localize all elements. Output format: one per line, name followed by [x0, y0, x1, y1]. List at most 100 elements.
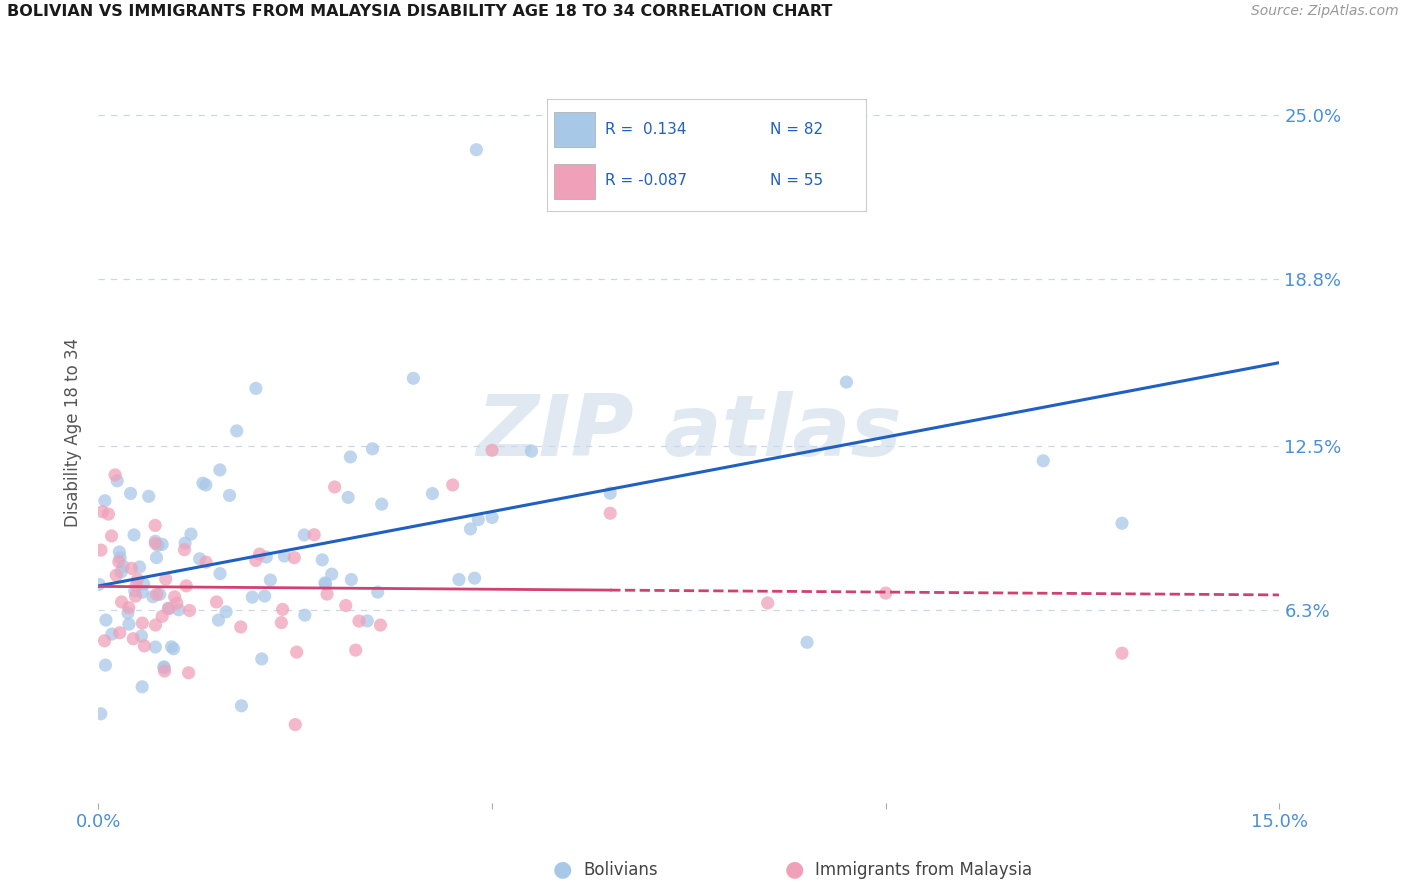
Point — [153, 660, 176, 674]
Text: Bolivians: Bolivians — [583, 861, 658, 879]
Point — [422, 486, 444, 500]
Point — [347, 614, 370, 628]
Point — [253, 589, 276, 603]
Point — [146, 538, 169, 552]
Point — [122, 632, 145, 646]
Point — [337, 491, 360, 505]
Point — [285, 645, 308, 659]
Point — [218, 488, 240, 502]
Point — [173, 542, 195, 557]
Point — [108, 625, 131, 640]
Text: Source: ZipAtlas.com: Source: ZipAtlas.com — [1251, 4, 1399, 19]
Point — [149, 587, 172, 601]
Point — [94, 658, 117, 673]
Point — [131, 585, 153, 599]
Point — [150, 609, 173, 624]
Point — [100, 529, 122, 543]
Point — [207, 613, 229, 627]
Text: ●: ● — [785, 860, 804, 880]
Point — [460, 522, 482, 536]
Point — [250, 652, 273, 666]
Point — [94, 613, 117, 627]
Point — [105, 568, 128, 582]
Point — [835, 375, 858, 389]
Point — [796, 635, 818, 649]
Point — [481, 443, 503, 458]
Point — [110, 595, 132, 609]
Point — [316, 587, 339, 601]
Point — [93, 633, 115, 648]
Point — [447, 573, 470, 587]
Point — [101, 627, 124, 641]
Point — [132, 577, 155, 591]
Point — [321, 567, 343, 582]
Point — [367, 585, 389, 599]
Text: Immigrants from Malaysia: Immigrants from Malaysia — [815, 861, 1032, 879]
Point — [467, 513, 489, 527]
Point — [131, 680, 153, 694]
Point — [283, 550, 305, 565]
Point — [87, 577, 110, 591]
Point — [162, 641, 184, 656]
Point — [315, 577, 337, 591]
Point — [177, 665, 200, 680]
Point — [254, 549, 277, 564]
Point — [118, 600, 141, 615]
Point — [195, 555, 218, 569]
Point — [122, 528, 145, 542]
Point — [370, 618, 392, 632]
Point — [127, 573, 149, 587]
Point — [90, 543, 112, 558]
Point — [118, 617, 141, 632]
Point — [91, 505, 114, 519]
Text: ZIP atlas: ZIP atlas — [477, 391, 901, 475]
Point — [339, 450, 361, 464]
Point — [107, 555, 129, 569]
Point — [124, 589, 146, 603]
Point — [179, 603, 201, 617]
Point — [142, 590, 165, 604]
Point — [370, 497, 392, 511]
Point — [1032, 454, 1054, 468]
Point — [160, 640, 183, 654]
Point — [1111, 646, 1133, 660]
Point — [481, 510, 503, 524]
Point — [249, 547, 271, 561]
Point — [402, 371, 425, 385]
Point — [163, 590, 186, 604]
Point — [120, 486, 142, 500]
Point — [756, 596, 779, 610]
Point — [225, 424, 247, 438]
Point — [110, 565, 132, 579]
Point — [284, 717, 307, 731]
Point — [90, 706, 112, 721]
Point — [240, 590, 263, 604]
Point — [174, 579, 197, 593]
Point — [153, 664, 176, 678]
Point — [94, 493, 117, 508]
Point — [294, 608, 316, 623]
Point — [97, 507, 120, 521]
Point — [231, 698, 253, 713]
Point — [174, 536, 197, 550]
Point — [344, 643, 367, 657]
Point — [361, 442, 384, 456]
Y-axis label: Disability Age 18 to 34: Disability Age 18 to 34 — [65, 338, 83, 527]
Point — [145, 640, 167, 654]
Text: ●: ● — [553, 860, 572, 880]
Point — [134, 639, 156, 653]
Point — [105, 474, 128, 488]
Point — [191, 476, 214, 491]
Point — [599, 486, 621, 500]
Point — [205, 595, 228, 609]
Point — [143, 534, 166, 549]
Point — [188, 551, 211, 566]
Point — [356, 614, 378, 628]
Point — [292, 528, 315, 542]
Point — [157, 601, 180, 615]
Point — [108, 545, 131, 559]
Point — [117, 606, 139, 620]
Point — [302, 527, 325, 541]
Point — [166, 596, 188, 610]
Point — [259, 573, 281, 587]
